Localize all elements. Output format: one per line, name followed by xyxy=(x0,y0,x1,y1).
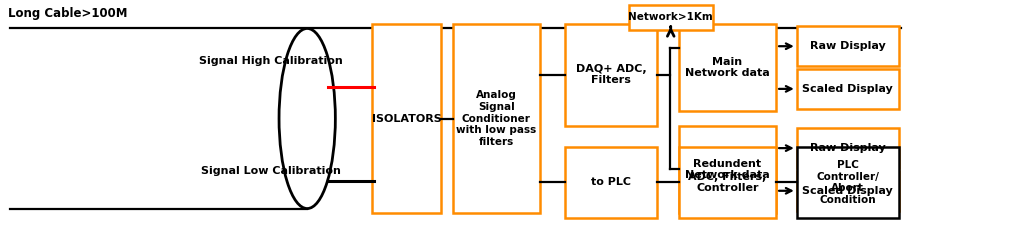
FancyBboxPatch shape xyxy=(372,24,441,213)
FancyBboxPatch shape xyxy=(797,147,899,218)
Text: Signal High Calibration: Signal High Calibration xyxy=(200,56,343,66)
Text: Analog
Signal
Conditioner
with low pass
filters: Analog Signal Conditioner with low pass … xyxy=(456,90,537,147)
Text: DAQ+ ADC,
Filters: DAQ+ ADC, Filters xyxy=(577,64,646,86)
FancyBboxPatch shape xyxy=(797,171,899,211)
Text: Signal Low Calibration: Signal Low Calibration xyxy=(202,166,341,176)
Text: Raw Display: Raw Display xyxy=(810,41,886,51)
FancyBboxPatch shape xyxy=(679,147,776,218)
Text: PLC
Controller/
Abort
Condition: PLC Controller/ Abort Condition xyxy=(816,160,880,205)
FancyBboxPatch shape xyxy=(565,147,657,218)
Text: ADC, Filters,
Controller: ADC, Filters, Controller xyxy=(688,172,767,193)
FancyBboxPatch shape xyxy=(679,24,776,111)
FancyBboxPatch shape xyxy=(453,24,540,213)
Text: Scaled Display: Scaled Display xyxy=(803,186,893,196)
FancyBboxPatch shape xyxy=(797,69,899,109)
Text: Redundent
Network data: Redundent Network data xyxy=(685,159,770,180)
FancyBboxPatch shape xyxy=(797,26,899,66)
FancyBboxPatch shape xyxy=(565,24,657,126)
Text: Raw Display: Raw Display xyxy=(810,143,886,153)
FancyBboxPatch shape xyxy=(797,128,899,168)
Text: ISOLATORS: ISOLATORS xyxy=(372,114,441,123)
Text: Scaled Display: Scaled Display xyxy=(803,84,893,94)
Text: Network>1Km: Network>1Km xyxy=(629,12,713,22)
Text: to PLC: to PLC xyxy=(591,178,632,187)
Text: Long Cable>100M: Long Cable>100M xyxy=(8,7,128,20)
Text: Main
Network data: Main Network data xyxy=(685,57,770,78)
FancyBboxPatch shape xyxy=(629,5,713,30)
FancyBboxPatch shape xyxy=(679,126,776,213)
